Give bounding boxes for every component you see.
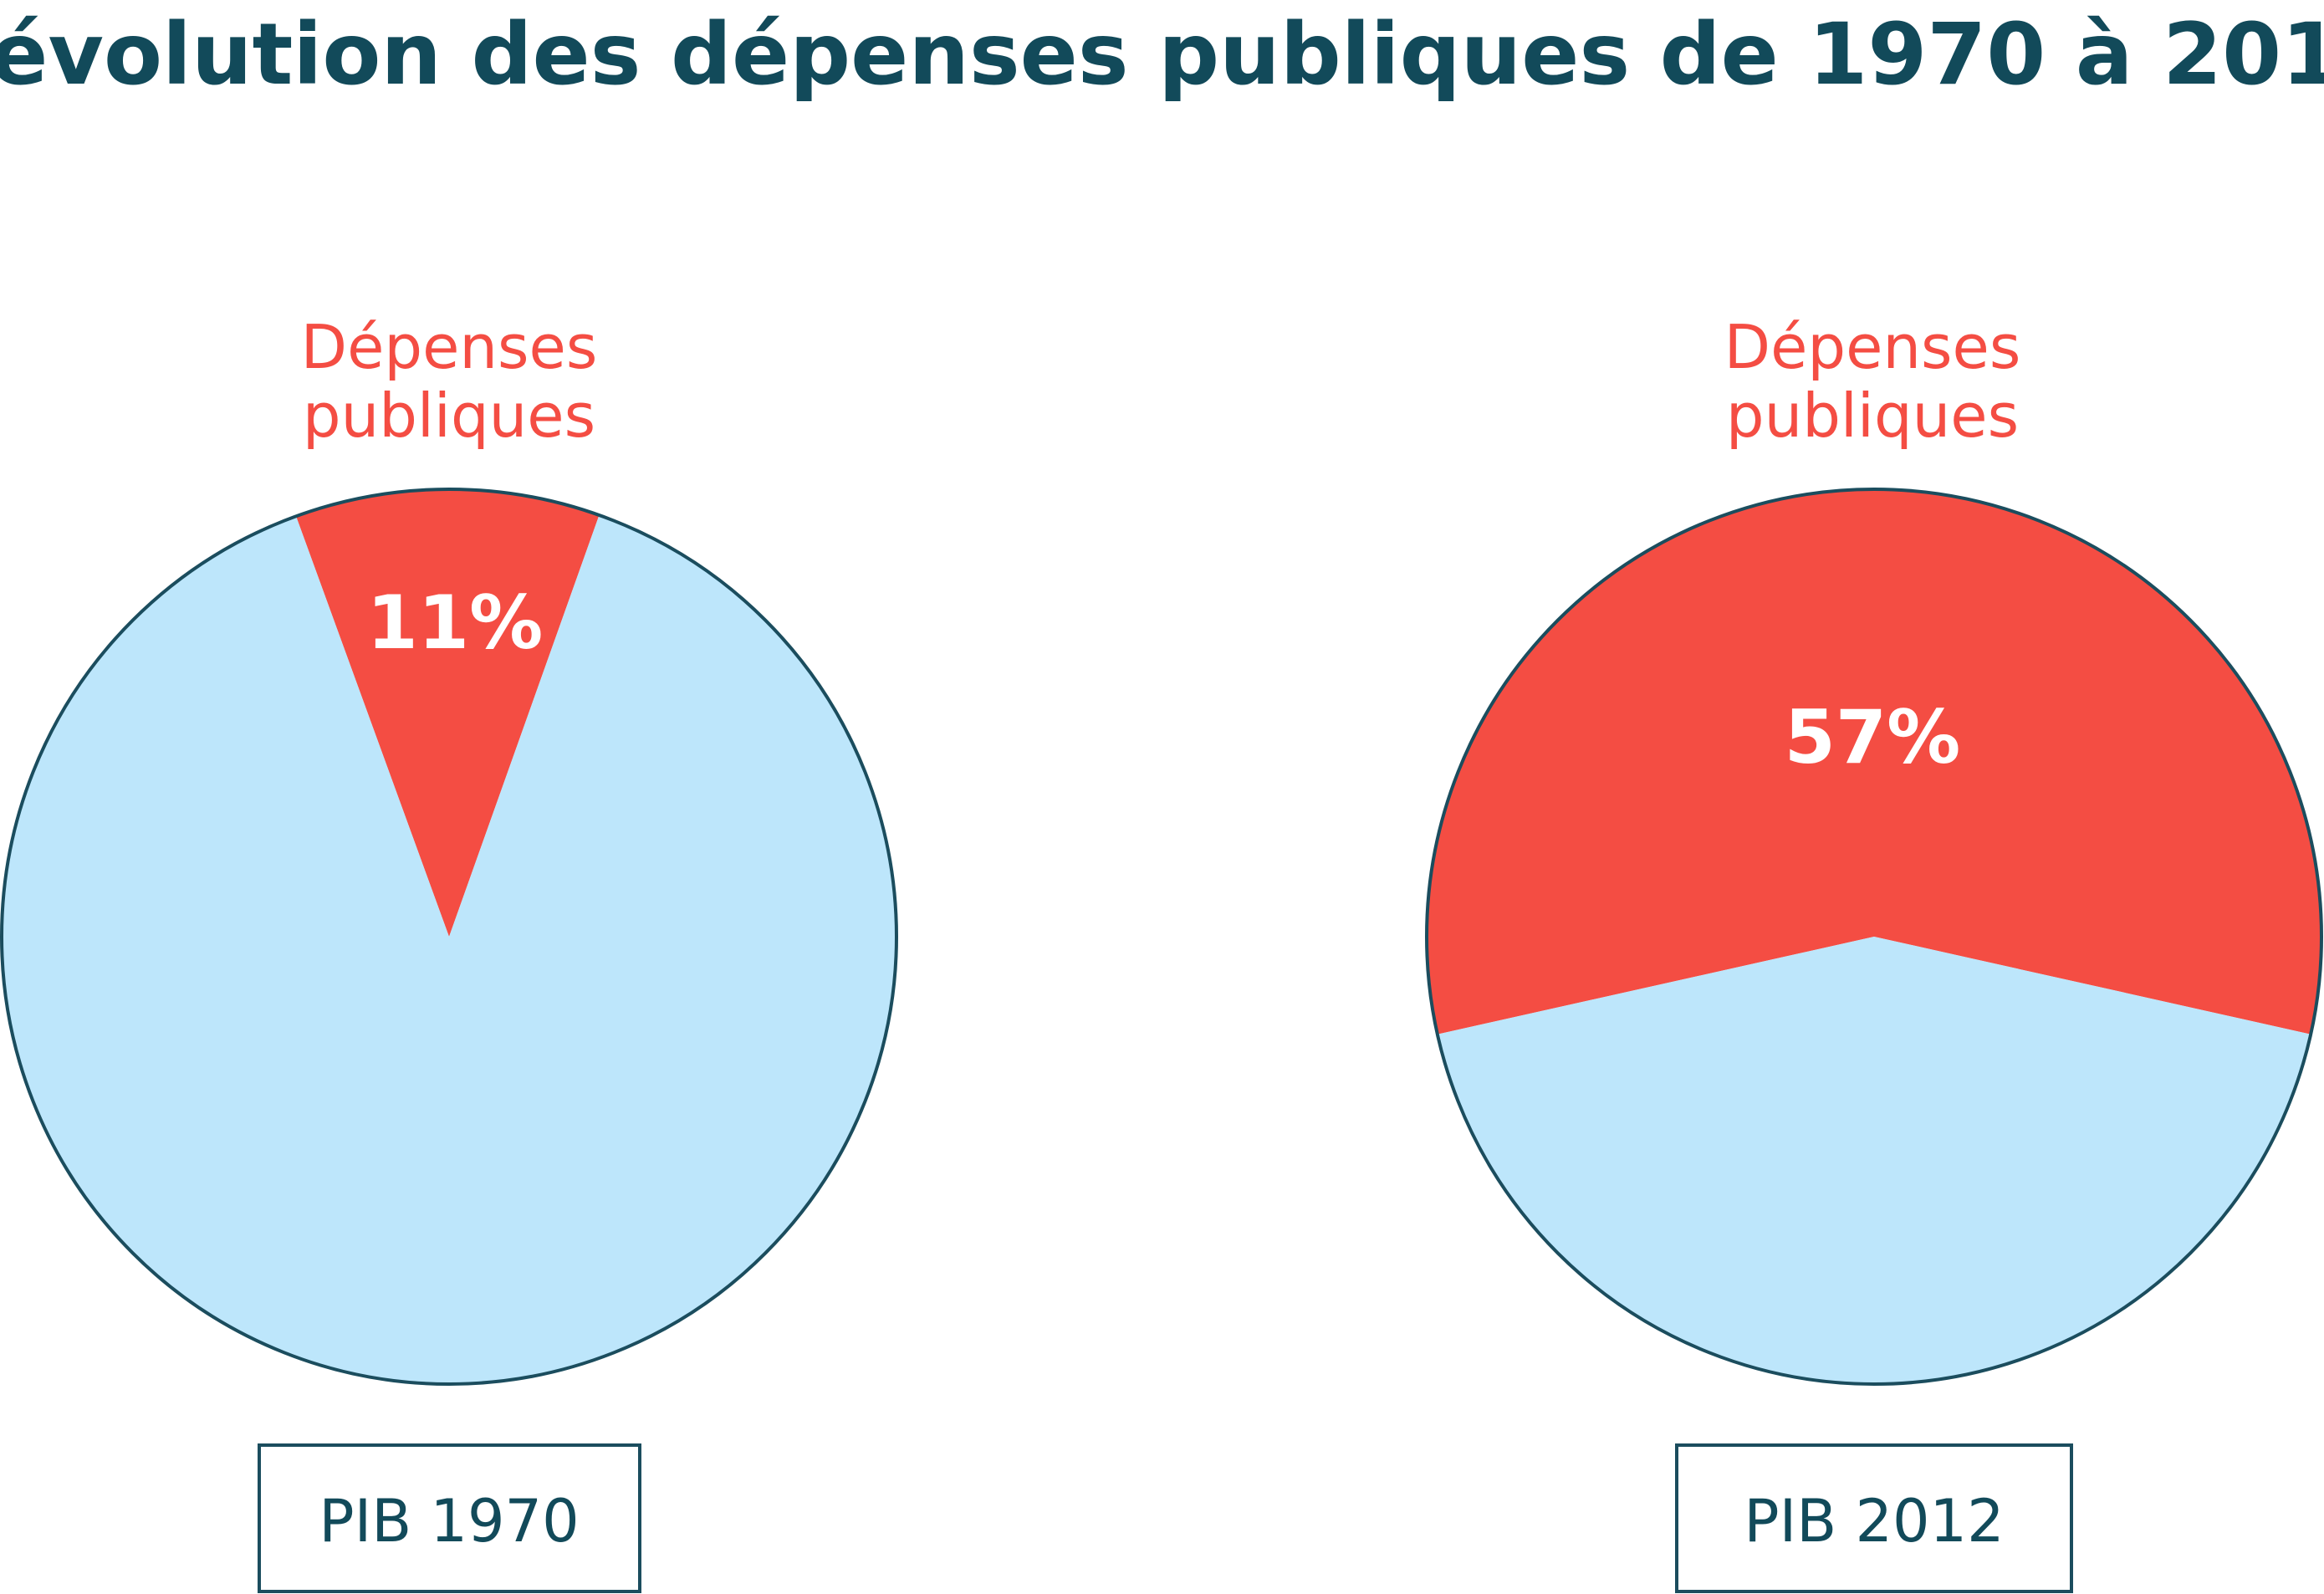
pie-2012-highlight-value: 57%	[1785, 694, 1961, 780]
pie-1970-caption: PIB 1970	[319, 1487, 579, 1556]
pie-1970-slices	[0, 488, 898, 1386]
pie-2012-caption: PIB 2012	[1744, 1487, 2004, 1556]
pie-2012-label-line-2: publiques	[1726, 381, 2019, 451]
pie-slice-reste	[1437, 937, 2311, 1385]
pie-2012-caption-box	[1675, 1443, 2073, 1593]
chart-title: L’évolution des dépenses publiques de 19…	[0, 5, 2324, 105]
pie-1970-label-line-1: Dépenses	[301, 312, 598, 382]
pie-outline	[0, 488, 898, 1386]
pie-slice-reste	[2, 514, 897, 1384]
pie-2012: Dépenses publiques 57% PIB 2012	[1425, 312, 2323, 1593]
pie-2012-label-line-1: Dépenses	[1724, 312, 2021, 382]
pie-slice-depenses-publiques	[296, 489, 600, 937]
pie-1970: Dépenses publiques 11% PIB 1970	[0, 312, 898, 1593]
pie-1970-label-line-2: publiques	[303, 381, 595, 451]
pie-1970-caption-box	[258, 1443, 641, 1593]
pie-outline	[1425, 488, 2323, 1386]
pie-slice-depenses-publiques	[1427, 489, 2321, 1035]
pie-1970-highlight-value: 11%	[367, 580, 544, 666]
pie-2012-slices	[1425, 488, 2323, 1386]
